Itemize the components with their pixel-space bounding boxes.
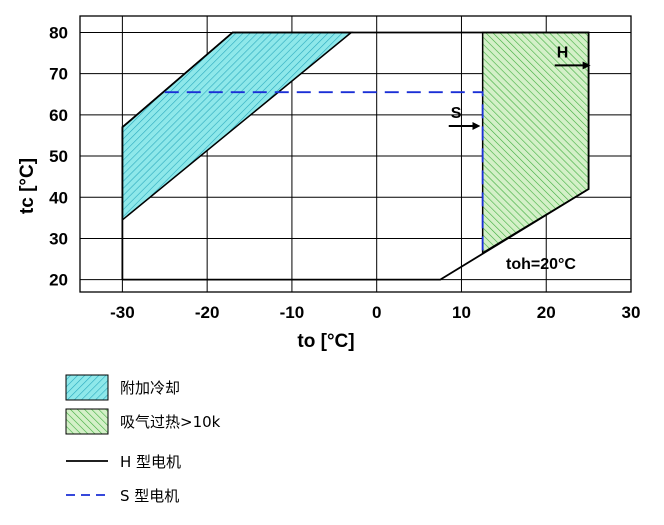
x-tick-label: 10 (452, 303, 471, 322)
x-tick-labels: -30 -20 -10 0 10 20 30 (110, 303, 640, 322)
y-tick-labels: 20 30 40 50 60 70 80 (49, 23, 68, 289)
legend-label: H 型电机 (120, 453, 181, 471)
shaded-regions (121, 31, 590, 255)
arrow-label-s: S (451, 105, 462, 122)
y-tick-label: 30 (49, 229, 68, 248)
x-tick-label: 0 (372, 303, 381, 322)
x-tick-label: -30 (110, 303, 135, 322)
legend-label: 吸气过热>10k (120, 413, 221, 431)
x-tick-label: 20 (537, 303, 556, 322)
toh-annotation: toh=20°C (506, 256, 576, 273)
legend-swatch (65, 374, 109, 401)
series-lines (121, 31, 590, 281)
arrow-label-h: H (557, 44, 569, 61)
plot-frame (79, 15, 632, 293)
series-s-motor-line (164, 91, 484, 253)
x-tick-label: -10 (280, 303, 305, 322)
y-tick-label: 80 (49, 23, 68, 42)
x-tick-label: -20 (195, 303, 220, 322)
x-tick-label: 30 (622, 303, 641, 322)
series-h-motor-line (121, 31, 590, 281)
y-tick-label: 70 (49, 65, 68, 84)
legend-swatch (65, 408, 109, 435)
x-axis-label: to [°C] (297, 331, 354, 352)
region-extra-cooling (121, 31, 354, 222)
legend-label: 附加冷却 (120, 379, 180, 397)
y-tick-label: 50 (49, 147, 68, 166)
y-tick-label: 20 (49, 271, 68, 290)
y-axis-label: tc [°C] (17, 158, 38, 214)
y-tick-label: 40 (49, 188, 68, 207)
y-tick-label: 60 (49, 106, 68, 125)
legend-label: S 型电机 (120, 487, 179, 505)
arrow-annotations: HS (448, 44, 591, 130)
